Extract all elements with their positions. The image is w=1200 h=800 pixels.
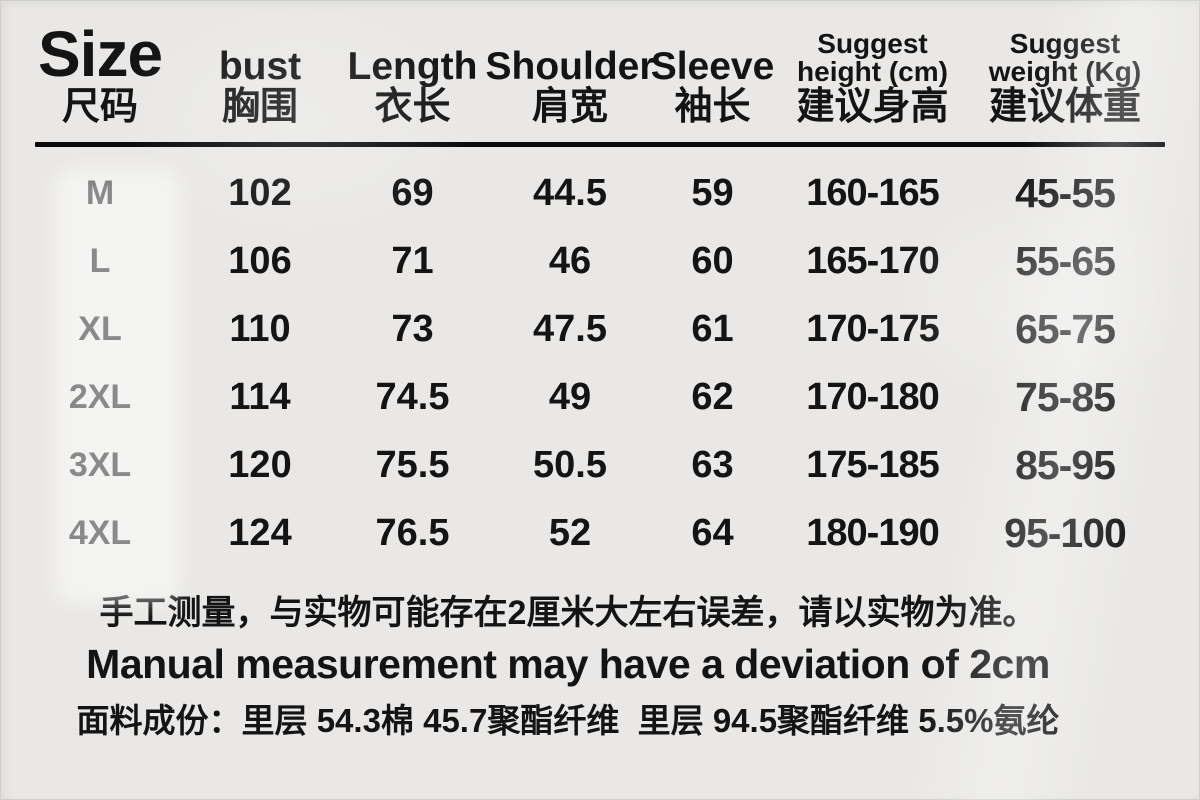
weight-range: 95-100 [1004,509,1127,556]
col-header-weight-en: Suggest weight (Kg) [970,22,1160,86]
deviation-note-chinese: 手工测量，与实物可能存在2厘米大左右误差，请以实物为准。 [99,594,1037,632]
height-range: 165-170 [806,240,939,282]
table-row-3xl: 3XL 120 75.5 50.5 63 175-185 85-95 [0,431,1200,499]
col-header-height-en: Suggest height (cm) [775,22,970,86]
header-divider-rule [35,142,1165,147]
length-value: 73 [391,308,434,350]
sleeve-value: 64 [691,512,734,554]
size-label: 3XL [68,446,132,484]
sleeve-value: 60 [691,240,734,282]
shoulder-value: 47.5 [533,308,607,350]
sleeve-value: 59 [691,172,734,214]
header-row-english: Size bust Length Shoulder Sleeve Suggest… [0,0,1200,86]
bust-value: 106 [228,240,292,282]
col-header-sleeve-zh: 袖长 [674,86,751,128]
sleeve-value: 61 [691,308,734,350]
weight-range: 65-75 [1015,305,1116,352]
bust-value: 114 [229,376,291,418]
shoulder-value: 46 [548,240,592,282]
col-header-weight-zh: 建议体重 [988,86,1141,128]
length-value: 74.5 [375,376,450,418]
sleeve-value: 62 [691,376,734,418]
bust-value: 102 [228,172,292,214]
col-header-size-zh: 尺码 [61,86,138,128]
col-header-size-en: Size [37,18,163,90]
shoulder-value: 52 [548,512,592,554]
height-range: 170-175 [806,308,939,350]
height-range: 170-180 [806,376,939,418]
length-value: 71 [391,240,434,282]
length-value: 76.5 [375,512,450,554]
table-row-4xl: 4XL 124 76.5 52 64 180-190 95-100 [0,499,1200,567]
col-header-height-en-line2: height (cm) [797,56,948,87]
bust-value: 110 [229,308,291,350]
height-range: 175-185 [806,444,939,486]
size-label: M [85,174,115,212]
sleeve-value: 63 [691,444,734,486]
col-header-length-zh: 衣长 [374,86,451,128]
shoulder-value: 50.5 [533,444,607,486]
height-range: 180-190 [806,512,939,554]
shoulder-value: 44.5 [533,172,607,214]
bust-value: 120 [228,444,292,486]
length-value: 69 [391,172,434,214]
table-row-2xl: 2XL 114 74.5 49 62 170-180 75-85 [0,363,1200,431]
col-header-sleeve-en: Sleeve [650,45,775,88]
size-label: L [89,242,111,280]
size-table-body: M 102 69 44.5 59 160-165 45-55 L 106 71 … [0,147,1200,567]
size-label: XL [78,310,122,348]
fabric-composition-note: 面料成份：里层 54.3棉 45.7聚酯纤维 里层 94.5聚酯纤维 5.5%氨… [76,702,1060,740]
col-header-height-zh: 建议身高 [796,86,949,128]
col-header-bust-en: bust [218,45,302,88]
col-header-shoulder-en: Shoulder [485,45,655,88]
col-header-height-en-line1: Suggest [817,28,928,59]
shoulder-value: 49 [548,376,592,418]
table-row-l: L 106 71 46 60 165-170 55-65 [0,227,1200,295]
bust-value: 124 [228,512,292,554]
weight-range: 85-95 [1015,441,1116,488]
height-range: 160-165 [806,172,939,214]
col-header-length-en: Length [347,45,478,88]
length-value: 75.5 [375,444,450,486]
col-header-bust-zh: 胸围 [221,86,298,128]
col-header-shoulder-zh: 肩宽 [531,86,608,128]
table-row-m: M 102 69 44.5 59 160-165 45-55 [0,159,1200,227]
header-row-chinese: 尺码 胸围 衣长 肩宽 袖长 建议身高 建议体重 [0,82,1200,132]
weight-range: 45-55 [1015,169,1116,216]
size-label: 4XL [68,514,132,552]
weight-range: 55-65 [1015,237,1116,284]
weight-range: 75-85 [1015,373,1116,420]
col-header-weight-en-line2: weight (Kg) [988,56,1142,87]
table-row-xl: XL 110 73 47.5 61 170-175 65-75 [0,295,1200,363]
deviation-note-english: Manual measurement may have a deviation … [86,641,1050,688]
measurement-notes: 手工测量，与实物可能存在2厘米大左右误差，请以实物为准。 Manual meas… [0,591,1200,743]
col-header-weight-en-line1: Suggest [1009,28,1121,59]
size-label: 2XL [68,378,132,416]
